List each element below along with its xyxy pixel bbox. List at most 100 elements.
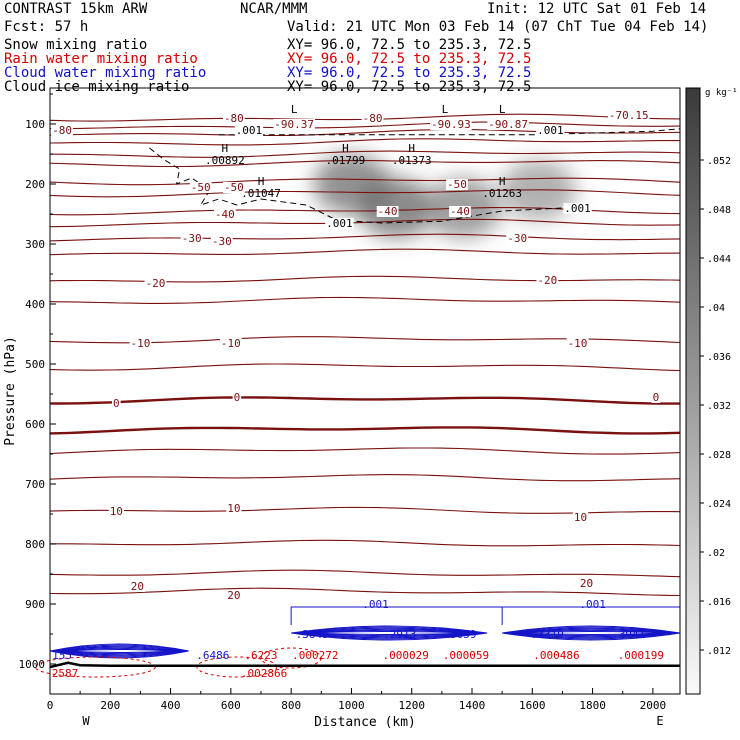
cloud-label-7: .001 bbox=[362, 598, 389, 611]
extremum-mark-0: H bbox=[222, 142, 229, 155]
temperature-label-6-bg bbox=[487, 119, 529, 130]
colorbar-tick-label-1: .048 bbox=[707, 205, 731, 216]
temperature-label-16: -20 bbox=[146, 277, 166, 290]
forecast-hour: Fcst: 57 h bbox=[4, 19, 89, 35]
y-tick-label-7: 800 bbox=[25, 538, 45, 551]
field-rain-name: Rain water mixing ratio bbox=[4, 51, 198, 67]
cloud-label-5: .3319 bbox=[531, 628, 564, 641]
temperature-contour-3 bbox=[49, 138, 680, 146]
temperature-label-18: -10 bbox=[130, 337, 150, 350]
temperature-label-11: -40 bbox=[378, 205, 398, 218]
temperature-label-22: 0 bbox=[234, 391, 241, 404]
y-axis-label: Pressure (hPa) bbox=[3, 336, 18, 446]
temperature-label-14-bg bbox=[210, 236, 233, 247]
temperature-label-3-bg bbox=[607, 110, 650, 121]
terrain bbox=[49, 661, 680, 669]
center-name: NCAR/MMM bbox=[240, 1, 308, 17]
temperature-label-16-bg bbox=[144, 278, 167, 289]
extremum-value-0: .00892 bbox=[205, 154, 245, 167]
temperature-contour-16 bbox=[49, 396, 680, 405]
extremum-mark-4: H bbox=[499, 175, 506, 188]
colorbar-tick-label-6: .028 bbox=[707, 450, 731, 461]
cloud-ice-contours bbox=[149, 128, 681, 224]
cloud-water-contour-1-3 bbox=[300, 628, 479, 638]
y-tick-label-8: 900 bbox=[25, 598, 45, 611]
x-tick-label-8: 1600 bbox=[519, 699, 546, 712]
temperature-label-21-bg bbox=[112, 398, 121, 409]
temperature-label-9-bg bbox=[446, 179, 468, 190]
ice-label-3: .001 bbox=[564, 202, 591, 215]
x-tick-label-10: 2000 bbox=[640, 699, 667, 712]
temperature-contour-22 bbox=[49, 569, 681, 578]
temperature-label-29: 20 bbox=[580, 577, 593, 590]
y-tick-label-4: 500 bbox=[25, 358, 45, 371]
rain-label-0: 2587 bbox=[52, 667, 79, 680]
ice-label-2: .001 bbox=[326, 217, 353, 230]
temperature-label-24-bg bbox=[108, 506, 124, 517]
y-tick-label-6: 700 bbox=[25, 478, 45, 491]
temperature-label-12: -40 bbox=[450, 205, 470, 218]
extremum-mark-2: H bbox=[408, 142, 415, 155]
temperature-label-23-bg bbox=[651, 392, 661, 403]
temperature-label-14: -30 bbox=[212, 235, 232, 248]
temperature-contour-13 bbox=[49, 296, 681, 304]
temperature-label-15: -30 bbox=[507, 232, 527, 245]
temperature-label-17-bg bbox=[536, 275, 559, 286]
temperature-label-3: -70.15 bbox=[609, 109, 649, 122]
temperature-label-28: 20 bbox=[227, 589, 240, 602]
temperature-label-5-bg bbox=[430, 119, 472, 130]
temperature-label-10-bg bbox=[213, 209, 236, 220]
cloud-water-contour-1-4 bbox=[303, 629, 476, 637]
field-snow-name: Snow mixing ratio bbox=[4, 37, 148, 53]
rain-label-2: .002866 bbox=[241, 667, 287, 680]
temperature-contour-15 bbox=[49, 363, 681, 372]
ice-label-0: .001 bbox=[236, 124, 263, 137]
rain-label-1: .6223 bbox=[244, 649, 277, 662]
colorbar-tick-label-8: .02 bbox=[707, 548, 725, 559]
temperature-label-8: -50 bbox=[224, 181, 244, 194]
extremum-mark-3: H bbox=[258, 175, 265, 188]
cloud-water-contour-0-0 bbox=[49, 643, 189, 659]
east-label: E bbox=[656, 714, 663, 728]
colorbar-tick-label-4: .036 bbox=[707, 352, 731, 363]
temperature-contour-18 bbox=[49, 447, 681, 455]
temperature-label-23: 0 bbox=[653, 391, 660, 404]
y-tick-label-5: 600 bbox=[25, 418, 45, 431]
temperature-label-28-bg bbox=[226, 590, 242, 601]
cloud-water-contour-0-1 bbox=[52, 644, 186, 658]
x-tick-label-3: 600 bbox=[221, 699, 241, 712]
y-tick-label-9: 1000 bbox=[19, 658, 46, 671]
field-snow-xy: XY= 96.0, 72.5 to 235.3, 72.5 bbox=[287, 37, 532, 53]
cloud-water-contour-1-1 bbox=[294, 626, 485, 640]
temperature-label-7: -50 bbox=[191, 181, 211, 194]
extremum-value-1: .01799 bbox=[326, 154, 366, 167]
x-tick-label-5: 1000 bbox=[338, 699, 365, 712]
temperature-contour-1 bbox=[50, 121, 681, 130]
temperature-label-6: -90.87 bbox=[488, 118, 528, 131]
temperature-label-18-bg bbox=[129, 338, 152, 349]
temperature-label-5: -90.93 bbox=[431, 118, 471, 131]
field-cloud-xy: XY= 96.0, 72.5 to 235.3, 72.5 bbox=[287, 65, 532, 81]
ice-upper-contour bbox=[218, 128, 681, 136]
extremum-mark-5: L bbox=[291, 103, 298, 116]
colorbar-tick-label-5: .032 bbox=[707, 401, 731, 412]
y-tick-label-0: 100 bbox=[25, 118, 45, 131]
temperature-contour-11 bbox=[49, 248, 681, 256]
cloud-water-contour-2-2 bbox=[508, 627, 675, 639]
cloud-water-contour-2-5 bbox=[517, 631, 666, 635]
colorbar: .052 .048 .044 .04 .036 .032 .028 .024 .02 .016 .0… bbox=[685, 87, 731, 695]
temperature-label-27: 20 bbox=[131, 580, 144, 593]
temperature-label-12-bg bbox=[449, 206, 471, 217]
colorbar-tick-label-2: .044 bbox=[707, 254, 731, 265]
rain-label-5: .000059 bbox=[443, 649, 489, 662]
cloud-water-outline-middle bbox=[290, 606, 503, 625]
field-ice-xy: XY= 96.0, 72.5 to 235.3, 72.5 bbox=[287, 79, 532, 95]
ice-label-0-bg bbox=[234, 125, 264, 136]
temperature-label-21: 0 bbox=[113, 397, 120, 410]
ice-label-3-bg bbox=[563, 203, 592, 214]
temperature-label-29-bg bbox=[578, 578, 595, 589]
plot-frame bbox=[49, 87, 681, 695]
cloud-water-contour-1-5 bbox=[306, 631, 473, 635]
temperature-label-24: 10 bbox=[110, 505, 123, 518]
cloud-water-contour-2-3 bbox=[511, 628, 672, 638]
